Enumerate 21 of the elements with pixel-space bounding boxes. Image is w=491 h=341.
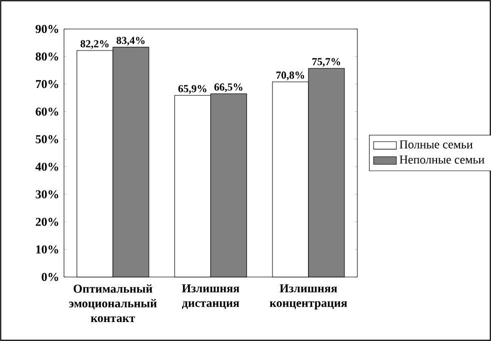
x-tick-label: Оптимальный эмоциональный контакт [69, 284, 157, 322]
data-label: 65,9% [178, 85, 206, 94]
y-tick-label: 40% [35, 162, 58, 171]
y-tick-label: 50% [36, 135, 58, 144]
y-tick-label: 60% [36, 108, 58, 116]
data-label: 70,8% [276, 72, 304, 80]
y-tick-label: 20% [36, 218, 58, 226]
y-tick-label: 0% [42, 272, 58, 282]
y-tick-label: 90% [36, 24, 58, 34]
legend-label: Неполные семьи [400, 156, 484, 164]
y-tick-label: 70% [36, 80, 58, 88]
x-tick-label: Излишняя концентрация [270, 284, 348, 310]
data-label: 83,4% [116, 36, 145, 46]
x-tick-label: Излишняя дистанция [182, 284, 240, 309]
y-tick-label: 80% [36, 52, 58, 61]
y-tick-label: 10% [36, 245, 58, 254]
legend-label: Полные семьи [400, 140, 473, 148]
y-tick-label: 30% [36, 190, 58, 198]
data-label: 66,5% [214, 83, 242, 92]
data-label: 82,2% [80, 40, 109, 49]
data-label: 75,7% [312, 58, 340, 67]
